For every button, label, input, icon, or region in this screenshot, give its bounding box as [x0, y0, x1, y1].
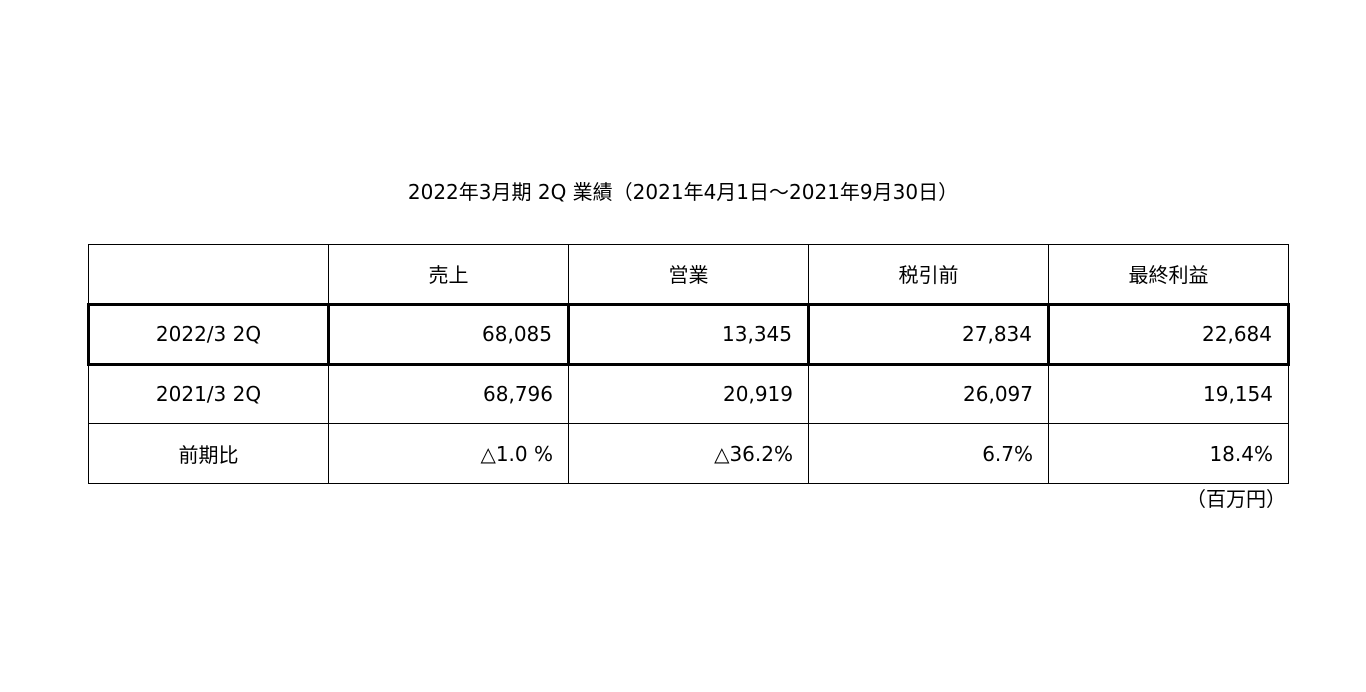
cell-sales: △1.0 %: [328, 423, 569, 484]
cell-sales: 68,085: [327, 302, 570, 366]
cell-pretax: 6.7%: [808, 423, 1049, 484]
header-cell-net-income: 最終利益: [1048, 244, 1289, 305]
document-title: 2022年3月期 2Q 業績（2021年4月1日～2021年9月30日）: [407, 180, 959, 204]
cell-pretax: 27,834: [807, 302, 1050, 366]
cell-net-income: 18.4%: [1048, 423, 1289, 484]
cell-net-income: 19,154: [1048, 363, 1289, 425]
row-label: 2022/3 2Q: [87, 302, 330, 366]
unit-note: （百万円）: [1186, 487, 1286, 511]
header-cell-pretax: 税引前: [808, 244, 1049, 305]
cell-net-income: 22,684: [1047, 302, 1290, 366]
cell-sales: 68,796: [328, 363, 569, 425]
row-label: 前期比: [88, 423, 329, 484]
header-cell-empty: [88, 244, 329, 305]
header-cell-sales: 売上: [328, 244, 569, 305]
table-row: 2021/3 2Q 68,796 20,919 26,097 19,154: [88, 363, 1289, 425]
cell-operating: 20,919: [568, 363, 809, 425]
cell-operating: 13,345: [567, 302, 810, 366]
row-label: 2021/3 2Q: [88, 363, 329, 425]
table-row: 2022/3 2Q 68,085 13,345 27,834 22,684: [87, 302, 1290, 366]
cell-operating: △36.2%: [568, 423, 809, 484]
header-cell-operating: 営業: [568, 244, 809, 305]
earnings-table: 売上 営業 税引前 最終利益 2022/3 2Q 68,085 13,345 2…: [87, 244, 1290, 484]
table-header-row: 売上 営業 税引前 最終利益: [88, 244, 1289, 305]
table-row: 前期比 △1.0 % △36.2% 6.7% 18.4%: [88, 423, 1289, 484]
cell-pretax: 26,097: [808, 363, 1049, 425]
